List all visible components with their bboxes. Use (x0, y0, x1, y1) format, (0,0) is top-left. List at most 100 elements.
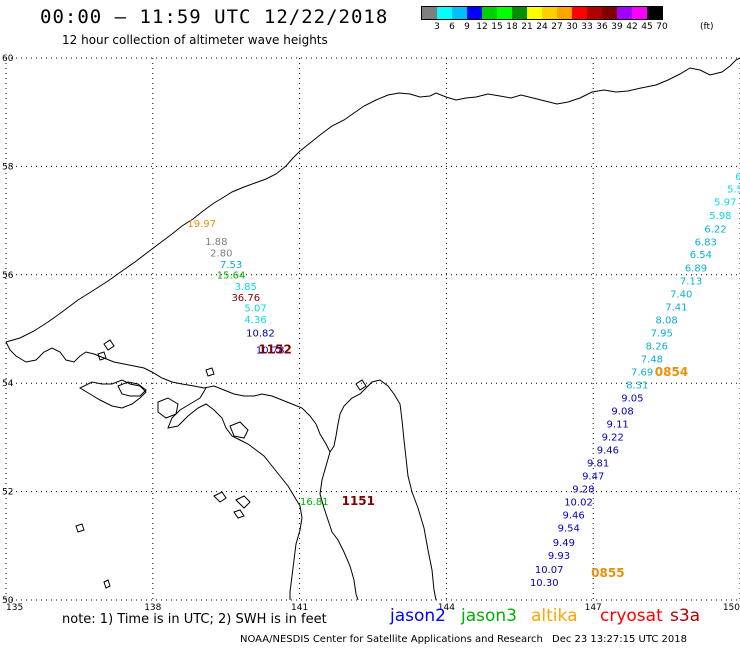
satellite-legend-s3a: s3a (670, 606, 701, 626)
footer-credit: NOAA/NESDIS Center for Satellite Applica… (240, 634, 543, 645)
wave-height-value: 3.85 (235, 282, 257, 293)
wave-height-value: 2.80 (210, 248, 232, 259)
coastline-mainland (5, 57, 740, 343)
latitude-tick-label: 58 (2, 162, 14, 172)
wave-height-value: 16.81 (300, 497, 329, 508)
color-swatch (617, 7, 632, 19)
color-swatch (482, 7, 497, 19)
wave-height-value: 9.47 (582, 472, 604, 483)
color-scale-tick: 39 (611, 22, 623, 32)
pass-time-label: 1152 (258, 342, 291, 356)
pass-time-label: 1151 (342, 494, 375, 508)
color-swatch (467, 7, 482, 19)
satellite-legend-cryosat: cryosat (600, 606, 663, 626)
wave-height-value: 7.41 (665, 303, 687, 314)
wave-height-value: 8.26 (646, 342, 668, 353)
wave-height-value: 15.64 (217, 271, 246, 282)
wave-height-value: 10.30 (530, 578, 559, 589)
color-scale-tick: 21 (521, 22, 533, 32)
color-scale-tick: 6 (449, 22, 455, 32)
wave-height-value: 9.05 (621, 394, 643, 405)
wave-height-value: 6.22 (704, 225, 726, 236)
color-scale-tick: 36 (596, 22, 608, 32)
wave-height-value: 7.13 (680, 277, 702, 288)
color-scale-tick: 42 (626, 22, 638, 32)
latitude-tick-label: 54 (2, 379, 14, 389)
wave-height-value: 9.46 (597, 446, 619, 457)
wave-height-value: 36.76 (231, 293, 260, 304)
color-swatch (422, 7, 437, 19)
longitude-tick-label: 135 (6, 603, 23, 613)
wave-height-value: 9.93 (548, 551, 570, 562)
color-scale-tick: 18 (506, 22, 518, 32)
coastline-sakhalin-inner (319, 451, 359, 601)
wave-height-value: 9.81 (587, 459, 609, 470)
pass-time-labels: 1152 1151 0854 0855 (258, 342, 688, 580)
satellite-legend-altika: altika (531, 606, 578, 626)
longitude-tick-label: 147 (585, 603, 602, 613)
latitude-tick-label: 56 (2, 271, 14, 281)
latitude-tick-label: 50 (2, 596, 14, 606)
color-scale-tick: 70 (656, 22, 668, 32)
pass-time-label: 0855 (591, 566, 624, 580)
wave-height-value: 9.11 (607, 420, 629, 431)
wave-height-value: 6.83 (695, 238, 717, 249)
wave-height-value: 10.07 (535, 565, 564, 576)
footer-note: note: 1) Time is in UTC; 2) SWH is in fe… (62, 612, 327, 627)
color-swatch (542, 7, 557, 19)
color-swatch (602, 7, 617, 19)
wave-height-value: 9.54 (558, 524, 580, 535)
wave-height-value: 7.69 (631, 368, 653, 379)
color-scale-tick: 9 (464, 22, 470, 32)
wave-height-value: 10.78 (256, 345, 285, 356)
color-swatch (527, 7, 542, 19)
wave-height-value: 8.31 (626, 381, 648, 392)
coastline-okhotsk-west (5, 341, 437, 601)
color-scale-tick: 27 (551, 22, 563, 32)
color-scale-tick: 15 (491, 22, 503, 32)
color-scale-swatches (421, 6, 663, 20)
satellite-legend-jason3: jason3 (461, 606, 517, 626)
color-swatch (557, 7, 572, 19)
color-scale-tick: 33 (581, 22, 593, 32)
latitude-tick-label: 52 (2, 488, 13, 498)
wave-height-value: 19.97 (187, 219, 216, 230)
color-swatch (437, 7, 452, 19)
wave-height-value: 6.54 (690, 250, 712, 261)
wave-height-value: 7.48 (641, 355, 663, 366)
color-scale-tick: 24 (536, 22, 548, 32)
wave-height-value: 4.36 (244, 315, 266, 326)
wave-height-value: 1.88 (205, 237, 227, 248)
color-swatch (632, 7, 647, 19)
wave-height-value: 10.82 (246, 329, 275, 340)
color-scale: 3 6 9 12 15 18 21 24 27 30 33 36 39 42 45 70 (421, 6, 668, 34)
wave-height-value: 5.5 (727, 184, 740, 195)
wave-height-value: 6.89 (685, 264, 707, 275)
wave-height-value: 9.28 (572, 485, 594, 496)
wave-height-value: 9.22 (602, 433, 624, 444)
color-swatch (512, 7, 527, 19)
color-swatch (497, 7, 512, 19)
wave-height-value: 9.08 (611, 407, 633, 418)
pass-time-label: 0854 (655, 365, 688, 379)
color-scale-ticks: 3 6 9 12 15 18 21 24 27 30 33 36 39 42 45 70 (421, 20, 668, 34)
wave-height-value: 9.49 (553, 538, 575, 549)
color-scale-tick: 3 (434, 22, 440, 32)
wave-height-value: 5.98 (709, 211, 731, 222)
longitude-tick-label: 138 (144, 603, 161, 613)
page-title: 00:00 – 11:59 UTC 12/22/2018 (40, 6, 389, 28)
satellite-legend-jason2: jason2 (390, 606, 446, 626)
wave-height-value: 5.97 (714, 197, 736, 208)
wave-height-value: 7.95 (651, 329, 673, 340)
longitude-tick-label: 150 (723, 603, 740, 613)
color-scale-unit: (ft) (700, 22, 714, 32)
wave-height-value: 7.40 (670, 290, 692, 301)
color-scale-tick: 45 (641, 22, 653, 32)
islands (75, 339, 367, 589)
wave-height-value: 10.02 (564, 498, 593, 509)
wave-height-value: 8.08 (655, 316, 677, 327)
